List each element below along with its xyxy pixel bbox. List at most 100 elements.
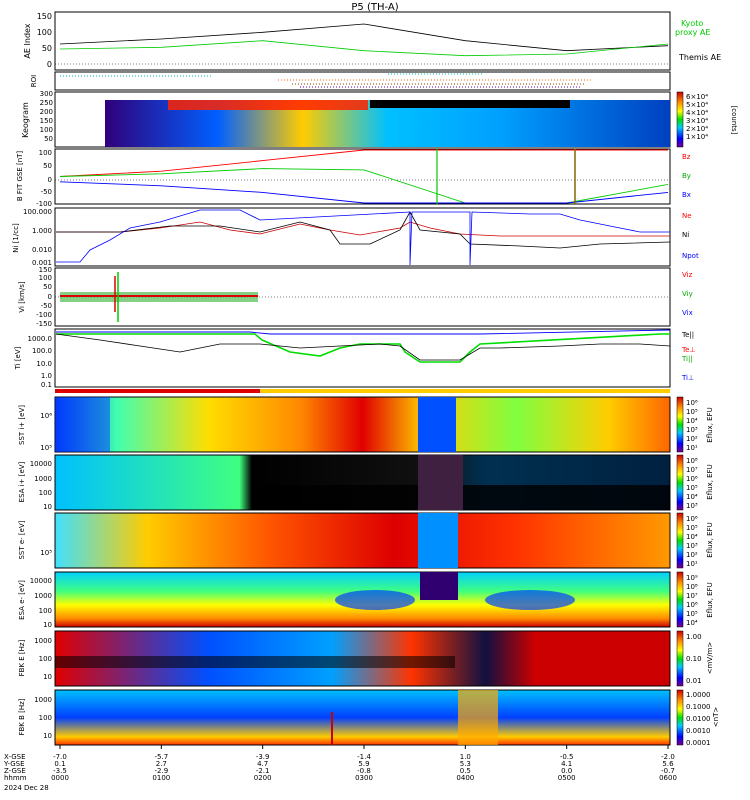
esa-electron-colorbar [676, 571, 684, 628]
keogram-band [168, 100, 368, 110]
xaxis-tick-label: -2.9 [154, 767, 168, 775]
esa-electron-tick: 10000 [30, 577, 52, 585]
series-bx [59, 181, 669, 204]
sst-ion-cb-tick: 10³ [686, 426, 698, 434]
roi-frame [54, 71, 671, 91]
esa-electron-tick: 10 [43, 621, 52, 629]
ni-tick: 100.000 [23, 208, 52, 216]
sst-ion-cb-tick: 10¹ [686, 444, 698, 452]
fbk-e-cb-label: <mV/m> [706, 642, 714, 675]
esa-electron-cb-tick: 10⁹ [686, 574, 698, 582]
sst-ion-spectrogram [54, 396, 671, 453]
fbk-b-tick: 1000 [34, 696, 52, 704]
fbk-e-colorbar [676, 630, 684, 687]
sst-electron-ylabel: SST e- [eV] [18, 520, 26, 559]
vi-panel: Vi [km/s] 150 100 50 0 -50 -100 -150 Viz… [18, 266, 693, 328]
fbk-e-cb-tick: 0.10 [686, 655, 702, 663]
esa-ion-cb-tick: 10⁶ [686, 475, 698, 483]
fbk-b-colorbar [676, 689, 684, 746]
xaxis-tick-label: 2.7 [156, 760, 167, 768]
series-ne [56, 221, 670, 237]
xaxis-tick-label: 4.7 [257, 760, 268, 768]
bfield-panel: B FIT GSE [nT] 100 50 0 -50 -100 Bz By B… [16, 148, 691, 208]
bfield-tick: 100 [39, 149, 52, 157]
sst-electron-tick: 10⁵ [40, 549, 52, 557]
esa-electron-cb-tick: 10⁴ [686, 619, 698, 627]
esa-electron-tick: 100 [39, 607, 52, 615]
sst-ion-colorbar [676, 396, 684, 453]
roi-panel: ROI [30, 71, 671, 91]
legend-npot: Npot [682, 252, 699, 260]
vi-tick: 0 [48, 293, 52, 301]
bfield-tick: -50 [41, 188, 52, 196]
esa-ion-ylabel: ESA i+ [eV] [18, 461, 26, 502]
sst-electron-gap [418, 513, 458, 568]
xaxis-tick-label: -1.4 [357, 753, 371, 761]
esa-ion-dark [260, 485, 670, 510]
esa-electron-blob-1 [335, 590, 415, 610]
esa-electron-cb-tick: 10⁷ [686, 592, 698, 600]
fbk-e-tick: 1000 [34, 637, 52, 645]
esa-ion-tick: 1000 [34, 475, 52, 483]
legend-viz: Viz [682, 271, 693, 279]
esa-electron-cb-label: Eflux, EFU [706, 582, 714, 617]
ni-panel: Ni [1/cc] 100.000 1.000 0.010 0.001 Ne N… [12, 207, 699, 267]
ti-tick: 100.0 [32, 347, 52, 355]
legend-bx: Bx [682, 191, 691, 199]
sst-electron-cb-tick: 10² [686, 551, 698, 559]
bfield-tick: 0 [48, 176, 52, 184]
keogram-tick: 250 [40, 99, 53, 107]
ti-tick: 10.0 [36, 360, 52, 368]
esa-ion-tick: 100 [39, 489, 52, 497]
fbk-e-dark-band [55, 656, 455, 668]
vi-tick: 100 [39, 274, 52, 282]
keogram-tick: 50 [44, 135, 53, 143]
vi-tick: -150 [36, 320, 52, 328]
xaxis-tick-label: -2.1 [256, 767, 270, 775]
ae-tick-100: 100 [37, 28, 52, 37]
keogram-tick: 150 [40, 117, 53, 125]
fbk-e-ylabel: FBK E [Hz] [18, 639, 26, 676]
xaxis-tick-label: 0400 [456, 774, 474, 782]
vi-tick: 50 [43, 283, 52, 291]
xaxis-tick-label: -7.0 [53, 753, 67, 761]
fbk-b-cb-tick: 0.0010 [686, 727, 711, 735]
xaxis-tick-label: 0.5 [460, 767, 471, 775]
legend-proxy-ae: proxy AE [675, 28, 710, 37]
bfield-tick: -100 [36, 200, 52, 208]
chart-title: P5 (TH-A) [351, 2, 398, 13]
legend-ti-par: Ti|| [681, 355, 693, 363]
esa-ion-tick: 10 [43, 503, 52, 511]
keogram-gap [370, 100, 570, 108]
time-axis: X-GSE Y-GSE Z-GSE hhmm 2024 Dec 28 -7.00… [3, 745, 677, 792]
xaxis-tick-label: 0000 [51, 774, 69, 782]
xaxis-tick-label: 0.1 [54, 760, 65, 768]
sst-ion-cb-tick: 10² [686, 435, 698, 443]
ni-tick: 0.010 [32, 246, 52, 254]
fbk-b-panel: FBK B [Hz] 1000 100 10 1.0000 0.1000 0.0… [18, 689, 720, 747]
xaxis-row-label: Z-GSE [4, 767, 26, 775]
esa-ion-cb-tick: 10⁴ [686, 493, 698, 501]
fbk-b-spectrogram [54, 689, 671, 746]
xaxis-tick-label: -2.0 [661, 753, 675, 761]
series-kyoto-proxy-ae [59, 40, 669, 57]
ae-panel: AE Index 150 100 50 0 Kyoto proxy AE The… [23, 11, 721, 71]
vi-ylabel: Vi [km/s] [18, 281, 26, 312]
fbk-b-burst [458, 690, 498, 745]
xaxis-tick-label: 4.1 [561, 760, 572, 768]
xaxis-tick-label: 0300 [355, 774, 373, 782]
keogram-cb-tick: 3×10⁴ [686, 117, 708, 125]
sst-ion-ylabel: SST i+ [eV] [18, 405, 26, 445]
xaxis-tick-label: -5.7 [154, 753, 168, 761]
esa-electron-tick: 1000 [34, 592, 52, 600]
esa-electron-gap [420, 572, 458, 600]
ti-tick: 1.0 [41, 372, 52, 380]
sst-electron-cb-tick: 10¹ [686, 560, 698, 568]
ae-tick-150: 150 [37, 12, 52, 21]
fbk-b-ylabel: FBK B [Hz] [18, 698, 26, 735]
legend-te-par: Te|| [681, 331, 694, 339]
sst-ion-cb-label: Eflux, EFU [706, 407, 714, 442]
xaxis-row-label: Y-GSE [3, 760, 25, 768]
sst-ion-cb-tick: 10⁴ [686, 417, 698, 425]
esa-ion-cb-tick: 10³ [686, 502, 698, 510]
